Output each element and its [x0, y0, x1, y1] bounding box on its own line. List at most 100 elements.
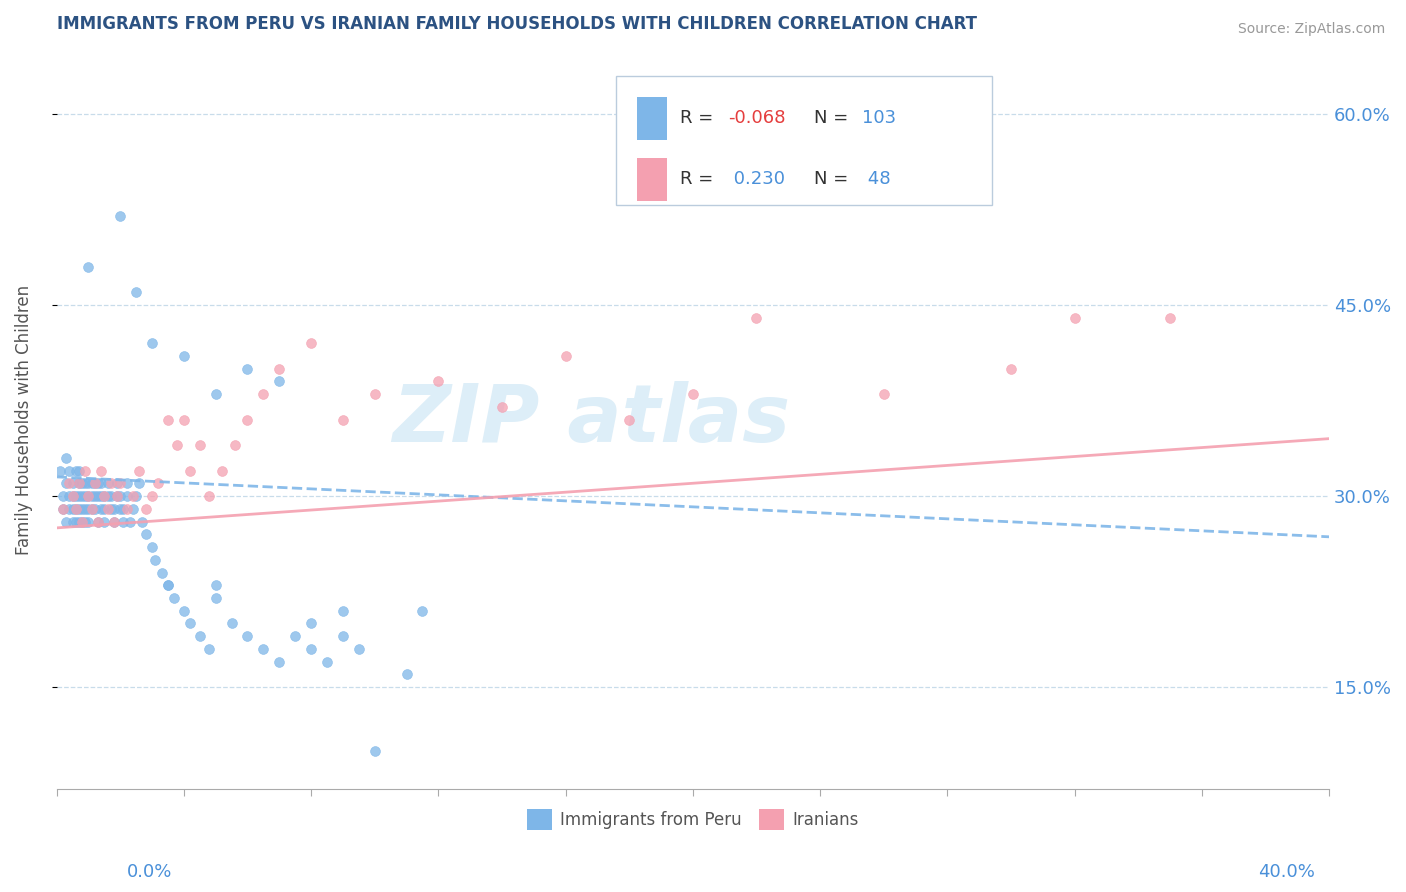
Point [100, 489, 122, 503]
Text: -0.068: -0.068 [728, 110, 786, 128]
Point [67, 476, 90, 491]
Point [179, 463, 201, 477]
Point [80, 476, 103, 491]
Point [204, 387, 226, 401]
Point [135, 527, 157, 541]
Point [221, 616, 243, 631]
Point [80, 501, 103, 516]
Point [80, 489, 103, 503]
Point [395, 667, 418, 681]
Point [83, 476, 105, 491]
Point [55, 476, 77, 491]
Point [105, 489, 128, 503]
FancyBboxPatch shape [637, 97, 668, 139]
Point [173, 412, 195, 426]
Point [166, 438, 188, 452]
Point [75, 489, 97, 503]
Point [67, 489, 90, 503]
Point [332, 629, 354, 643]
Point [90, 463, 112, 477]
Y-axis label: Family Households with Children: Family Households with Children [15, 285, 32, 555]
Point [90, 501, 112, 516]
Text: R =: R = [681, 110, 718, 128]
Point [62, 501, 84, 516]
Point [52, 489, 75, 503]
Point [115, 501, 138, 516]
Point [110, 476, 132, 491]
Point [163, 591, 186, 605]
Point [125, 285, 148, 299]
Point [87, 476, 110, 491]
Point [87, 515, 110, 529]
Point [156, 578, 179, 592]
Point [619, 412, 641, 426]
Point [364, 744, 387, 758]
Point [118, 515, 141, 529]
Point [83, 489, 105, 503]
Point [141, 489, 163, 503]
Point [62, 476, 84, 491]
Point [135, 501, 157, 516]
Point [224, 438, 246, 452]
Point [115, 476, 138, 491]
Point [125, 489, 148, 503]
Point [62, 489, 84, 503]
Text: ZIP atlas: ZIP atlas [392, 381, 790, 458]
Point [70, 476, 93, 491]
Point [49, 463, 72, 477]
Point [269, 655, 291, 669]
Point [70, 489, 93, 503]
Text: Source: ZipAtlas.com: Source: ZipAtlas.com [1237, 22, 1385, 37]
Point [143, 553, 166, 567]
Point [65, 501, 87, 516]
Point [52, 501, 75, 516]
Point [1159, 310, 1181, 325]
Point [70, 501, 93, 516]
Point [316, 655, 339, 669]
Point [105, 476, 128, 491]
Legend: Immigrants from Peru, Iranians: Immigrants from Peru, Iranians [520, 803, 865, 837]
Point [77, 515, 100, 529]
Point [299, 642, 322, 657]
Point [269, 374, 291, 388]
Point [554, 349, 576, 363]
FancyBboxPatch shape [637, 159, 668, 201]
Point [75, 515, 97, 529]
Point [252, 387, 274, 401]
Point [411, 604, 433, 618]
Point [236, 412, 259, 426]
Point [103, 515, 125, 529]
Point [112, 501, 135, 516]
Point [103, 515, 125, 529]
Point [110, 209, 132, 223]
Point [96, 489, 118, 503]
Point [75, 476, 97, 491]
Point [58, 463, 80, 477]
Point [67, 501, 90, 516]
Point [131, 515, 153, 529]
Point [173, 349, 195, 363]
Text: 48: 48 [862, 170, 890, 188]
Point [77, 489, 100, 503]
Point [122, 501, 145, 516]
Point [1000, 361, 1022, 376]
Point [75, 501, 97, 516]
Point [332, 412, 354, 426]
Point [299, 616, 322, 631]
Point [364, 387, 387, 401]
Point [67, 515, 90, 529]
Text: 0.230: 0.230 [728, 170, 786, 188]
Point [83, 501, 105, 516]
Point [103, 501, 125, 516]
Point [682, 387, 704, 401]
Point [1063, 310, 1085, 325]
Point [70, 515, 93, 529]
Point [58, 489, 80, 503]
FancyBboxPatch shape [616, 76, 991, 205]
Text: 0.0%: 0.0% [127, 863, 172, 880]
Point [93, 489, 115, 503]
Text: R =: R = [681, 170, 718, 188]
Point [112, 515, 135, 529]
Point [122, 489, 145, 503]
Point [141, 540, 163, 554]
